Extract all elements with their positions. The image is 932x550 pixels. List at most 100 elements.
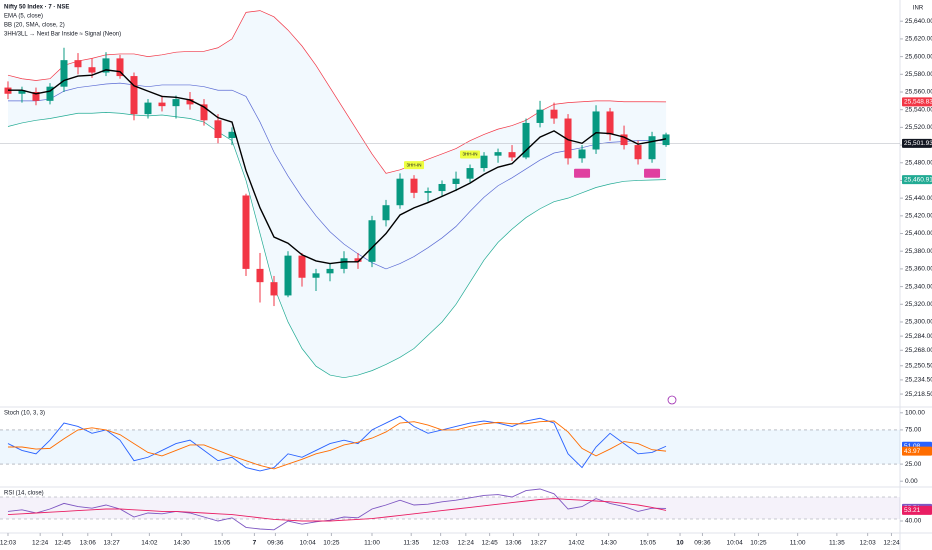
signal-box — [404, 161, 425, 170]
y-tick-label: 25,620.00 — [905, 36, 932, 43]
x-tick-label: 09:36 — [694, 540, 711, 547]
rsi-pane — [7, 488, 667, 531]
candle-body — [508, 152, 516, 158]
y-tick-label: 25,300.00 — [905, 319, 932, 326]
candle-body — [368, 220, 376, 262]
price-badge — [902, 97, 932, 107]
series-line — [7, 488, 667, 531]
y-tick-label: 40.00 — [905, 518, 922, 525]
y-tick-label: 25,340.00 — [905, 283, 932, 290]
candle-body — [410, 178, 418, 193]
candle-body — [284, 255, 292, 296]
x-tick-label: 12:03 — [432, 540, 449, 547]
candle-body — [480, 155, 488, 169]
candle-body — [88, 67, 96, 73]
y-tick-label: 25,400.00 — [905, 230, 932, 237]
candle-body — [634, 145, 642, 160]
x-tick-label: 14:30 — [173, 540, 190, 547]
sell-marker — [644, 168, 661, 178]
candle-body — [466, 168, 474, 179]
candle-body — [326, 268, 334, 274]
candle-body — [172, 99, 180, 107]
y-tick-label: 25,284.00 — [905, 333, 932, 340]
candle-body — [270, 282, 278, 296]
y-tick-label: 75.00 — [905, 427, 922, 434]
candle-body — [256, 268, 264, 283]
x-tick-label: 10:04 — [299, 540, 316, 547]
series-line — [7, 498, 667, 522]
x-tick-label: 13:06 — [505, 540, 522, 547]
candle-body — [522, 122, 530, 158]
x-tick-label: 10:04 — [727, 540, 744, 547]
series-line — [7, 420, 667, 470]
candle-body — [312, 273, 320, 278]
y-tick-label: 25,250.50 — [905, 362, 932, 369]
x-tick-label: 13:27 — [103, 540, 120, 547]
candle-body — [536, 109, 544, 123]
candle-body — [298, 255, 306, 278]
candle-body — [228, 131, 236, 138]
candle-body — [60, 60, 68, 87]
x-tick-label: 10:25 — [323, 540, 340, 547]
y-tick-label: 25,234.50 — [905, 377, 932, 384]
stoch-band — [0, 429, 900, 465]
candle-body — [382, 205, 390, 221]
signal-label: 3HH-IN — [407, 162, 422, 167]
candle-body — [578, 149, 586, 159]
pane-title: Stoch (10, 3, 3) — [4, 411, 45, 417]
price-badge-label: 25,501.93 — [904, 140, 932, 147]
x-tick-label: 12:03 — [0, 540, 16, 547]
y-tick-label: 25,600.00 — [905, 53, 932, 60]
event-icon[interactable] — [667, 395, 677, 405]
candle-body — [18, 90, 26, 94]
x-tick-label: 15:05 — [640, 540, 657, 547]
x-tick-label: 11:35 — [403, 540, 419, 547]
candle-body — [550, 109, 558, 119]
y-tick-label: 25,520.00 — [905, 124, 932, 131]
y-tick-label: 25,320.00 — [905, 301, 932, 308]
candle-body — [186, 99, 194, 105]
price-badge-label: 25,460.91 — [904, 176, 932, 183]
candle-body — [424, 191, 432, 193]
price-badge — [902, 138, 932, 148]
x-tick-label: 11:35 — [829, 540, 845, 547]
price-badge-label: 53.21 — [904, 507, 921, 514]
candle-body — [214, 120, 222, 138]
signal-box — [460, 150, 481, 159]
band-basis — [7, 82, 667, 270]
x-tick-label: 12:03 — [860, 540, 877, 547]
signal-label: 3HH-IN — [463, 152, 478, 157]
legend-entry: 3HH/3LL → Next Bar Inside ≈ Signal (Neon… — [4, 32, 121, 38]
x-tick-label: 13:27 — [530, 540, 547, 547]
y-tick-label: 25,420.00 — [905, 213, 932, 220]
y-tick-label: 100.00 — [905, 410, 925, 417]
currency: INR — [913, 6, 924, 12]
candle-body — [648, 136, 656, 160]
y-tick-label: 25,580.00 — [905, 71, 932, 78]
candle-body — [564, 118, 572, 159]
x-tick-label: 09:36 — [267, 540, 284, 547]
candle-body — [494, 152, 502, 156]
band-lower — [7, 111, 667, 379]
price-badge-label: 43.97 — [904, 448, 921, 455]
candle-body — [662, 134, 670, 146]
candle-body — [242, 195, 250, 269]
price-pane: 3HH-IN 3HH-IN — [0, 10, 900, 379]
axes: 25,640.00 25,620.00 25,600.00 25,580.00 25,5… — [0, 18, 932, 547]
band-upper — [7, 10, 667, 174]
candle-body — [340, 258, 348, 269]
series-line — [7, 69, 667, 265]
y-tick-label: 25,360.00 — [905, 266, 932, 273]
price-badge-label: 25,548.83 — [904, 99, 932, 106]
candle-body — [102, 58, 110, 73]
sell-marker — [574, 168, 591, 178]
x-tick-label: 10 — [676, 540, 684, 547]
candle-body — [354, 258, 362, 262]
candle-body — [606, 111, 614, 135]
x-tick-label: 12:24 — [32, 540, 49, 547]
chart-title: Nifty 50 Index · 7 · NSE — [4, 5, 69, 11]
candle-body — [130, 76, 138, 115]
x-tick-label: 14:30 — [600, 540, 617, 547]
